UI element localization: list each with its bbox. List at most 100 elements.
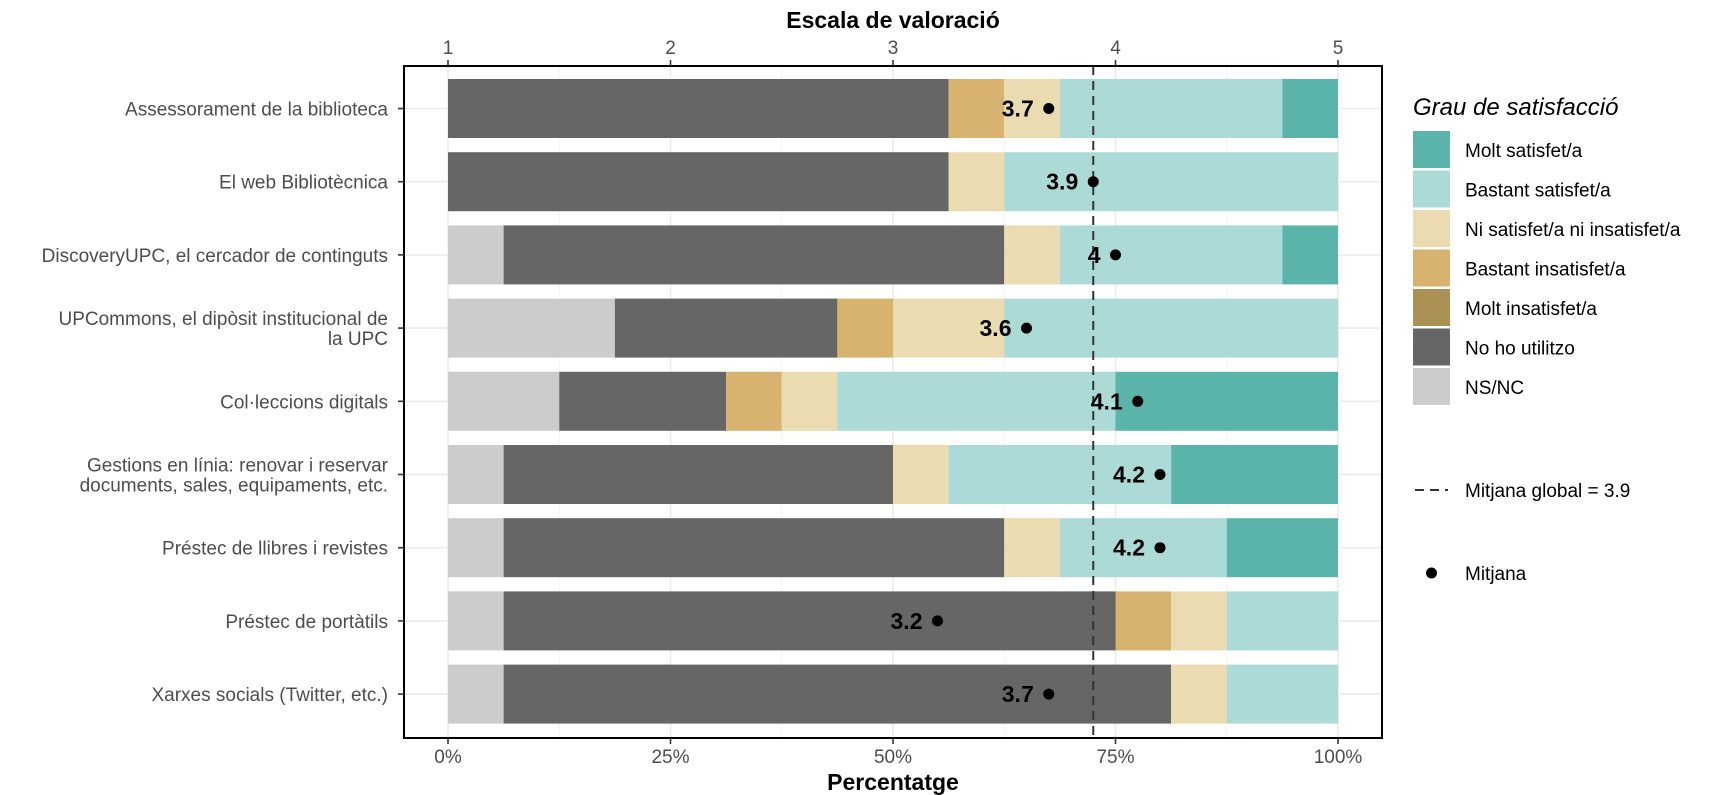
legend-key <box>1413 249 1450 287</box>
mean-point <box>1043 103 1055 114</box>
mean-value-label: 3.9 <box>1046 169 1078 195</box>
bar-segment <box>726 371 782 431</box>
legend-label: Bastant satisfet/a <box>1465 181 1611 202</box>
category-label: Préstec de portàtils <box>225 612 388 633</box>
mean-value-label: 3.7 <box>1002 681 1034 707</box>
legend-key <box>1413 170 1450 208</box>
bar-segment <box>448 298 615 358</box>
top-tick-label: 1 <box>443 38 454 59</box>
axes: Assessorament de la biblioteca El web Bib… <box>42 38 1363 768</box>
category-label: Gestions en línia: renovar i reservar doc… <box>80 456 389 497</box>
legend: Grau de satisfacció Molt satisfet/a Basta… <box>1413 94 1681 585</box>
legend-label: Bastant insatisfet/a <box>1465 260 1626 281</box>
legend-mean-key <box>1426 567 1437 579</box>
bar-segment <box>1004 152 1338 212</box>
bar-segment <box>948 152 1005 212</box>
bar-segment <box>559 371 727 431</box>
mean-value-label: 4 <box>1088 242 1101 268</box>
mean-point <box>1110 249 1121 261</box>
bar-segment <box>1004 298 1338 358</box>
bar-segment <box>614 298 838 358</box>
bar-segment <box>1282 225 1338 285</box>
bar-segment <box>1282 79 1338 138</box>
legend-mean-label: Mitjana <box>1465 564 1527 585</box>
bottom-tick-label: 50% <box>874 747 912 768</box>
legend-key <box>1413 328 1450 366</box>
bar-segment <box>1115 591 1172 651</box>
mean-point <box>932 615 943 627</box>
mean-point <box>1043 688 1055 700</box>
bar-segment <box>1171 664 1227 724</box>
bar-segment <box>448 152 949 212</box>
category-label: UPCommons, el dipòsit institucional de la… <box>59 309 389 350</box>
mean-point <box>1132 395 1144 407</box>
bar-segment <box>448 664 504 724</box>
category-label: DiscoveryUPC, el cercador de continguts <box>42 246 388 267</box>
bar-segment <box>503 664 1172 724</box>
category-label: Col·leccions digitals <box>220 392 388 413</box>
legend-key <box>1413 210 1450 247</box>
bar-segment <box>1226 664 1338 724</box>
category-label: Assessorament de la biblioteca <box>125 100 388 121</box>
mean-value-label: 3.7 <box>1002 96 1034 122</box>
bar-segment <box>503 591 1116 651</box>
bottom-tick-label: 25% <box>651 747 689 768</box>
legend-key <box>1413 131 1450 168</box>
bar-segment <box>948 79 1005 138</box>
bar-segment <box>1171 591 1227 651</box>
legend-label: Molt insatisfet/a <box>1465 299 1597 320</box>
legend-label: No ho utilitzo <box>1465 339 1575 360</box>
bar-segment <box>781 371 838 431</box>
mean-value-label: 3.2 <box>891 608 923 634</box>
legend-label: Molt satisfet/a <box>1465 141 1583 162</box>
legend-global-mean-label: Mitjana global = 3.9 <box>1465 481 1630 502</box>
bar-segment <box>1004 518 1060 578</box>
category-label: Xarxes socials (Twitter, etc.) <box>151 685 388 706</box>
top-tick-label: 2 <box>665 38 676 59</box>
bar-segment <box>448 225 504 285</box>
mean-point <box>1154 469 1166 480</box>
bar-segment <box>448 445 504 504</box>
bar-segment <box>448 591 504 651</box>
bar-segment <box>948 445 1172 504</box>
bar-segment <box>1059 518 1227 578</box>
bar-segment <box>1115 371 1338 431</box>
bars <box>448 79 1338 724</box>
mean-overlay: 3.7 3.9 4 3.6 4.1 4.2 4.2 3.2 3.7 <box>891 66 1166 738</box>
legend-label: Ni satisfet/a ni insatisfet/a <box>1465 220 1681 241</box>
bar-segment <box>1059 225 1283 285</box>
mean-value-label: 4.2 <box>1113 535 1145 561</box>
mean-value-label: 4.1 <box>1091 388 1123 414</box>
bar-segment <box>1059 79 1283 138</box>
bar-segment <box>448 371 560 431</box>
bar-segment <box>448 79 949 138</box>
mean-value-label: 3.6 <box>980 315 1012 341</box>
bar-segment <box>503 445 893 504</box>
bar-segment <box>503 518 1005 578</box>
bar-segment <box>1004 225 1060 285</box>
bar-segment <box>893 445 949 504</box>
bar-segment <box>837 371 1116 431</box>
top-tick-label: 5 <box>1333 38 1344 59</box>
mean-point <box>1087 176 1099 188</box>
bar-segment <box>1226 518 1338 578</box>
top-tick-label: 4 <box>1110 38 1121 59</box>
mean-value-label: 4.2 <box>1113 462 1145 488</box>
bottom-tick-label: 75% <box>1096 747 1134 768</box>
legend-key <box>1413 368 1450 405</box>
bar-segment <box>503 225 1005 285</box>
legend-label: NS/NC <box>1465 378 1524 399</box>
bar-segment <box>893 298 1005 358</box>
top-tick-label: 3 <box>888 38 899 59</box>
bottom-axis-title: Percentatge <box>827 769 959 795</box>
bar-segment <box>1226 591 1338 651</box>
mean-point <box>1021 322 1032 334</box>
bottom-tick-label: 100% <box>1314 747 1363 768</box>
top-axis-title: Escala de valoració <box>786 7 1000 33</box>
bar-segment <box>837 298 893 358</box>
legend-key <box>1413 289 1450 326</box>
legend-title: Grau de satisfacció <box>1413 94 1618 121</box>
bottom-tick-label: 0% <box>434 747 462 768</box>
bar-segment <box>1171 445 1338 504</box>
